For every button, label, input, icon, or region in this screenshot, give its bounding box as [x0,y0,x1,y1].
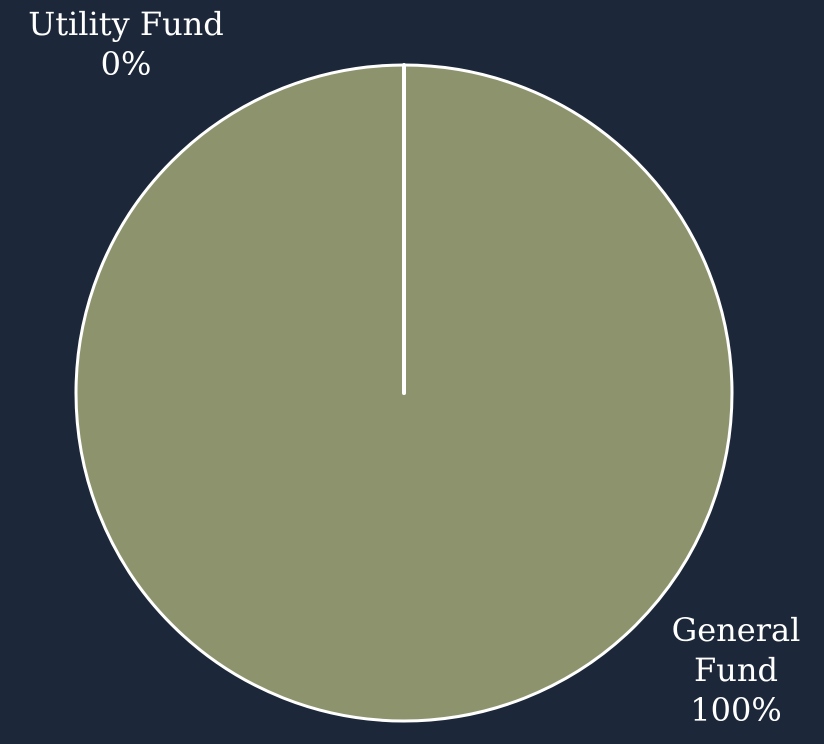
slice-name-general-fund: General [672,611,801,649]
slice-percent-utility-fund: 0% [101,45,152,83]
slice-name-utility-fund: Utility Fund [28,5,224,43]
slice-name-general-fund: Fund [694,651,778,689]
slice-percent-general-fund: 100% [690,691,781,729]
